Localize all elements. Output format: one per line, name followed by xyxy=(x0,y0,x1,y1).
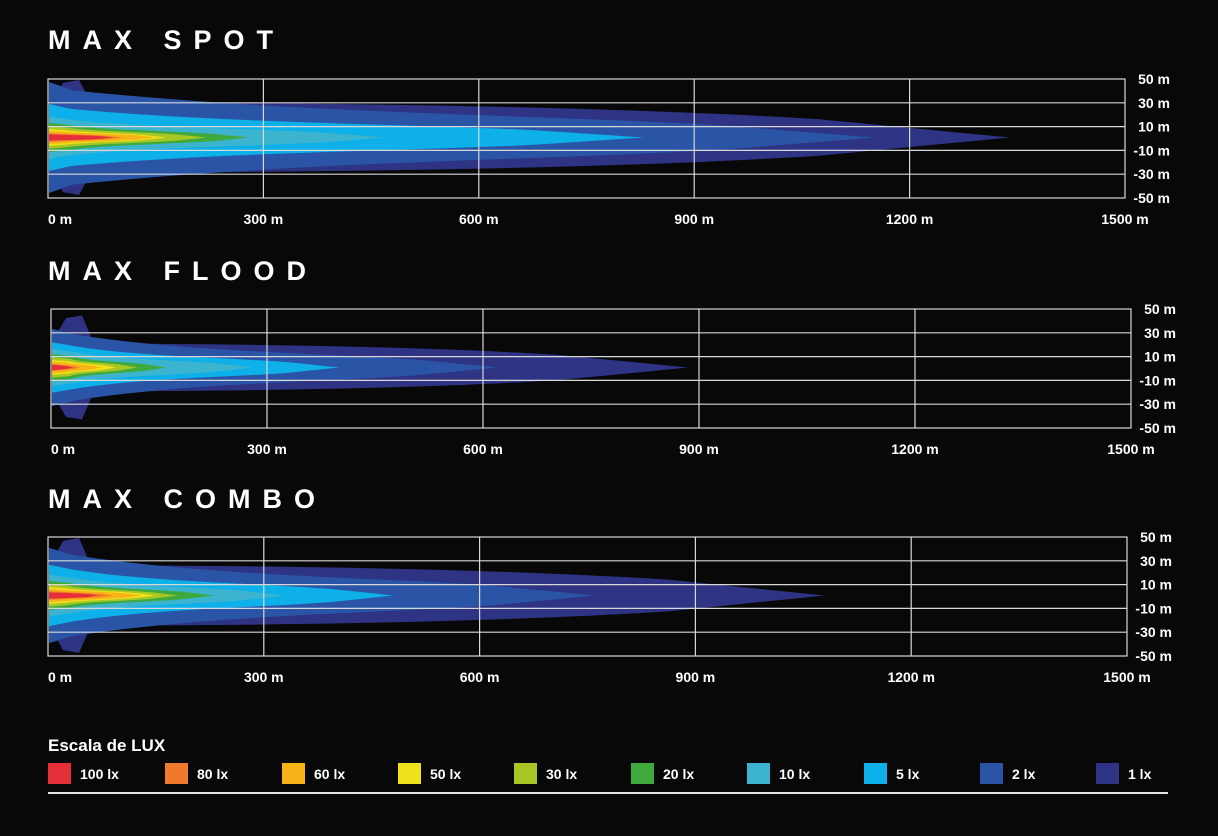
chart-title: MAX COMBO xyxy=(48,484,327,514)
y-tick-label: 50 m xyxy=(1140,529,1172,545)
legend-label: 20 lx xyxy=(663,765,695,782)
legend-swatch xyxy=(514,763,537,784)
legend-item: 50 lx xyxy=(398,763,461,784)
x-tick-label: 900 m xyxy=(676,669,716,685)
legend-item: 30 lx xyxy=(514,763,577,784)
legend-label: 60 lx xyxy=(314,765,346,782)
x-tick-label: 300 m xyxy=(244,211,284,227)
legend-swatch xyxy=(631,763,654,784)
legend-item: 5 lx xyxy=(864,763,919,784)
y-tick-label: 30 m xyxy=(1138,95,1170,111)
x-tick-label: 600 m xyxy=(459,211,499,227)
legend-item: 20 lx xyxy=(631,763,694,784)
legend-label: 30 lx xyxy=(546,765,578,782)
legend-label: 50 lx xyxy=(430,765,462,782)
plot-frame xyxy=(50,308,1132,429)
chart-grid xyxy=(47,78,1126,199)
legend-label: 5 lx xyxy=(896,765,920,782)
x-tick-label: 0 m xyxy=(51,441,75,457)
y-tick-label: 50 m xyxy=(1138,71,1170,87)
isolux-contours xyxy=(49,80,1011,195)
y-tick-label: -50 m xyxy=(1135,648,1172,664)
y-tick-label: -50 m xyxy=(1139,420,1176,436)
legend-divider xyxy=(48,792,1168,794)
x-tick-label: 0 m xyxy=(48,211,72,227)
legend-label: 2 lx xyxy=(1012,765,1036,782)
isolux-100-lx xyxy=(49,592,99,599)
y-tick-label: 10 m xyxy=(1140,577,1172,593)
legend-label: 10 lx xyxy=(779,765,811,782)
chart-grid xyxy=(50,308,1132,429)
y-tick-label: 30 m xyxy=(1140,553,1172,569)
legend-item: 80 lx xyxy=(165,763,228,784)
legend-label: 100 lx xyxy=(80,765,119,782)
y-tick-label: -30 m xyxy=(1139,396,1176,412)
legend-title: Escala de LUX xyxy=(48,736,166,755)
x-tick-label: 900 m xyxy=(674,211,714,227)
x-tick-label: 900 m xyxy=(679,441,719,457)
legend-item: 60 lx xyxy=(282,763,345,784)
beam-chart-flood: 0 m 300 m 600 m 900 m 1200 m 1500 m 50 m 30 m 10… xyxy=(50,301,1176,457)
legend-swatch xyxy=(864,763,887,784)
legend-item: 100 lx xyxy=(48,763,119,784)
y-tick-label: -30 m xyxy=(1135,624,1172,640)
plot-frame xyxy=(47,536,1128,657)
legend-swatch xyxy=(165,763,188,784)
x-tick-label: 1200 m xyxy=(891,441,938,457)
y-tick-label: -50 m xyxy=(1133,190,1170,206)
x-tick-label: 0 m xyxy=(48,669,72,685)
legend-swatch xyxy=(48,763,71,784)
y-tick-label: 10 m xyxy=(1144,349,1176,365)
x-tick-label: 300 m xyxy=(244,669,284,685)
plot-frame xyxy=(47,78,1126,199)
y-tick-label: 30 m xyxy=(1144,325,1176,341)
y-tick-label: 10 m xyxy=(1138,119,1170,135)
legend-swatch xyxy=(980,763,1003,784)
legend-item: 10 lx xyxy=(747,763,810,784)
beam-chart-spot: 0 m 300 m 600 m 900 m 1200 m 1500 m 50 m 30 m 10… xyxy=(47,71,1170,227)
y-tick-label: -30 m xyxy=(1133,166,1170,182)
isolux-100-lx xyxy=(49,134,113,141)
legend-label: 80 lx xyxy=(197,765,229,782)
isolux-contours xyxy=(49,538,825,653)
x-tick-label: 1500 m xyxy=(1107,441,1154,457)
legend-swatch xyxy=(1096,763,1119,784)
x-tick-label: 300 m xyxy=(247,441,287,457)
lux-legend: 100 lx 80 lx 60 lx 50 lx 30 lx 20 lx 10 … xyxy=(48,763,1168,787)
x-tick-label: 600 m xyxy=(460,669,500,685)
chart-title: MAX SPOT xyxy=(48,25,286,55)
legend-label: 1 lx xyxy=(1128,765,1152,782)
y-tick-label: -10 m xyxy=(1135,600,1172,616)
x-tick-label: 1500 m xyxy=(1103,669,1150,685)
y-tick-label: -10 m xyxy=(1133,142,1170,158)
legend-swatch xyxy=(398,763,421,784)
x-tick-label: 1200 m xyxy=(886,211,933,227)
y-tick-label: -10 m xyxy=(1139,372,1176,388)
legend-swatch xyxy=(747,763,770,784)
beam-chart-combo: 0 m 300 m 600 m 900 m 1200 m 1500 m 50 m 30 m 10… xyxy=(47,529,1172,685)
x-tick-label: 1200 m xyxy=(887,669,934,685)
legend-swatch xyxy=(282,763,305,784)
y-tick-label: 50 m xyxy=(1144,301,1176,317)
legend-item: 2 lx xyxy=(980,763,1035,784)
chart-grid xyxy=(47,536,1128,657)
x-tick-label: 600 m xyxy=(463,441,503,457)
legend-item: 1 lx xyxy=(1096,763,1151,784)
isolux-100-lx xyxy=(52,364,73,371)
x-tick-label: 1500 m xyxy=(1101,211,1148,227)
chart-title: MAX FLOOD xyxy=(48,256,318,286)
